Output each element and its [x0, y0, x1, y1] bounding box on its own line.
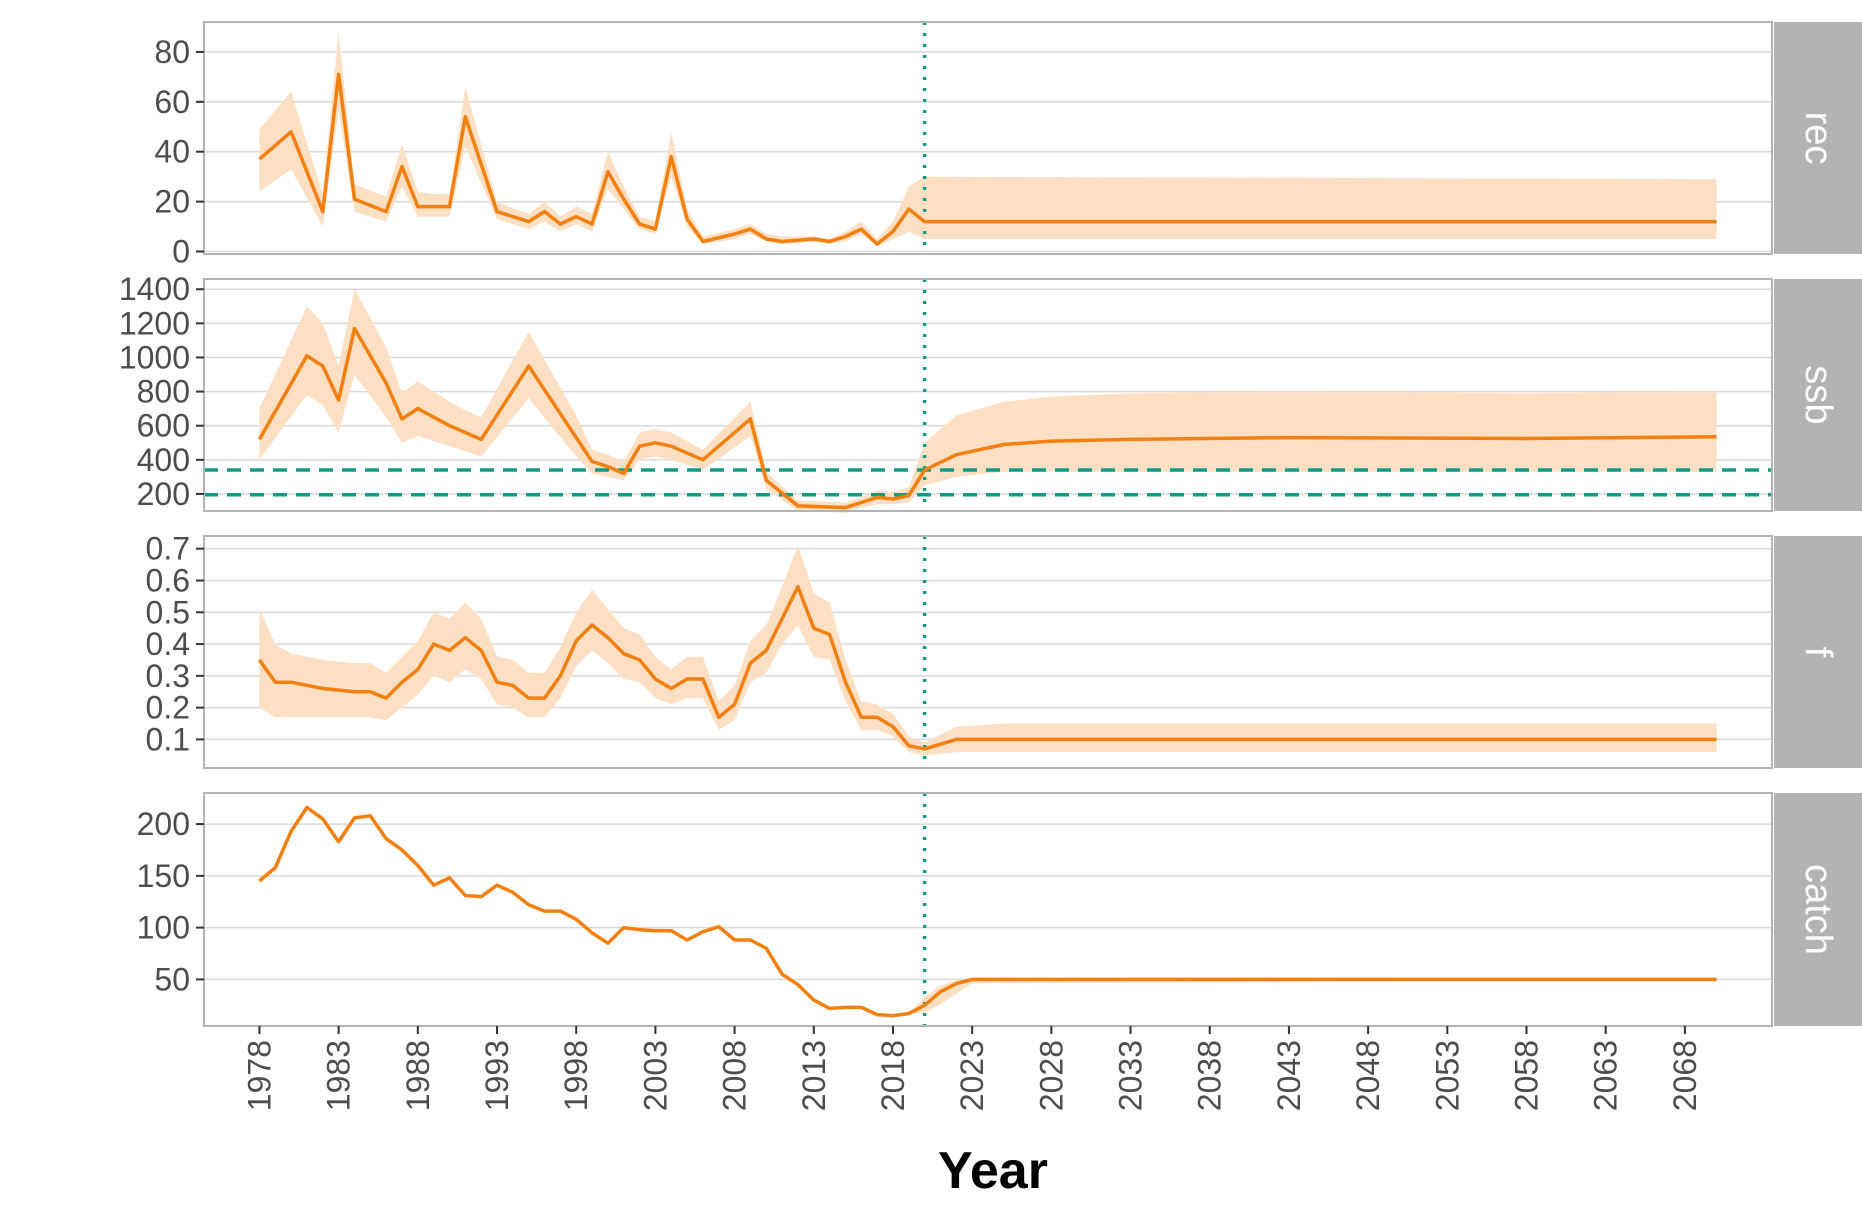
strip-label-rec: rec	[1797, 112, 1839, 165]
y-tick-label-f: 0.6	[146, 562, 190, 598]
x-tick-label: 2018	[875, 1040, 911, 1111]
y-tick-label-f: 0.1	[146, 721, 190, 757]
x-tick-label: 2033	[1113, 1040, 1149, 1111]
band-ssb	[259, 289, 1717, 513]
x-tick-label: 2023	[954, 1040, 990, 1111]
y-tick-label-f: 0.3	[146, 658, 190, 694]
x-tick-label: 2013	[796, 1040, 832, 1111]
panel-rec: 0 20 40 60 80 rec	[154, 21, 1862, 270]
y-tick-label-ssb: 400	[137, 442, 190, 478]
x-tick-label: 2068	[1667, 1040, 1703, 1111]
y-tick-label-f: 0.7	[146, 531, 190, 567]
strip-label-catch: catch	[1797, 864, 1839, 955]
y-tick-label-catch: 100	[137, 910, 190, 946]
x-axis-title: Year	[938, 1142, 1048, 1200]
panel-frame-catch	[203, 792, 1773, 1027]
median-line-f	[257, 585, 1717, 751]
band-rec	[259, 32, 1717, 247]
y-tick-label-ssb: 800	[137, 374, 190, 410]
x-tick-label: 1988	[400, 1040, 436, 1111]
x-tick-label: 2003	[637, 1040, 673, 1111]
y-tick-label-rec: 60	[154, 84, 190, 120]
y-tick-label-rec: 40	[154, 134, 190, 170]
panel-frame-rec	[203, 21, 1773, 255]
x-tick-label: 1993	[479, 1040, 515, 1111]
strip-ssb	[1774, 279, 1862, 511]
x-tick-label: 2028	[1033, 1040, 1069, 1111]
x-tick-label: 1983	[321, 1040, 357, 1111]
band-catch	[259, 807, 1717, 1016]
y-tick-label-rec: 80	[154, 34, 190, 70]
x-tick-label: 1978	[241, 1040, 277, 1111]
band-f	[259, 545, 1717, 756]
strip-label-ssb: ssb	[1797, 365, 1839, 424]
x-tick-label: 1998	[558, 1040, 594, 1111]
panel-frame-ssb	[203, 278, 1773, 512]
facet-panels: 020406080rec200400600800100012001400ssb0…	[119, 21, 1862, 1027]
y-tick-label-f: 0.4	[146, 626, 190, 662]
x-tick-label: 2043	[1271, 1040, 1307, 1111]
y-tick-label-f: 0.2	[146, 690, 190, 726]
y-tick-label-catch: 150	[137, 858, 190, 894]
strip-f	[1774, 536, 1862, 768]
x-axis: 1978 1983 1988 1993 1998 2003 2008 2013 2018 2023…	[241, 1026, 1703, 1111]
y-tick-label-rec: 20	[154, 184, 190, 220]
x-tick-label: 2048	[1350, 1040, 1386, 1111]
x-tick-label: 2058	[1509, 1040, 1545, 1111]
y-tick-label-ssb: 1000	[119, 339, 190, 375]
panel-catch: 50 100 150 200 catch	[137, 792, 1862, 1027]
y-tick-label-ssb: 1400	[119, 271, 190, 307]
x-tick-label: 2038	[1192, 1040, 1228, 1111]
panel-frame-f	[203, 535, 1773, 769]
panel-f: 0.10.20.30.40.50.60.7 f	[146, 531, 1862, 769]
y-tick-label-catch: 200	[137, 806, 190, 842]
y-tick-label-f: 0.5	[146, 594, 190, 630]
median-line-rec	[258, 72, 1717, 246]
x-tick-label: 2008	[717, 1040, 753, 1111]
strip-label-f: f	[1797, 647, 1839, 658]
y-tick-label-ssb: 200	[137, 476, 190, 512]
y-tick-label-catch: 50	[154, 961, 190, 997]
strip-rec	[1774, 22, 1862, 254]
x-tick-label: 2063	[1588, 1040, 1624, 1111]
y-tick-label-rec: 0	[172, 234, 190, 270]
y-tick-label-ssb: 600	[137, 408, 190, 444]
x-tick-label: 2053	[1429, 1040, 1465, 1111]
median-line-ssb	[257, 326, 1717, 510]
y-tick-label-ssb: 1200	[119, 305, 190, 341]
median-line-catch	[258, 805, 1717, 1018]
strip-catch	[1774, 793, 1862, 1026]
